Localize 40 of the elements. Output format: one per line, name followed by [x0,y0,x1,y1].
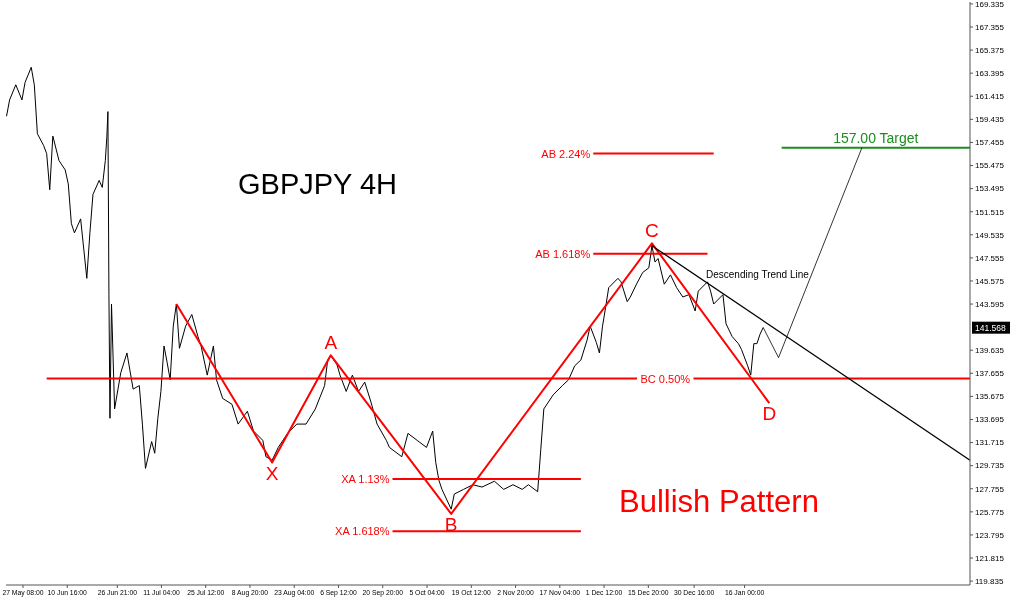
series-label: XA 1.618% [335,525,390,538]
y-tick-label: 133.695 [975,415,1005,425]
series-label: AB 1.618% [535,247,591,260]
y-tick-label: 155.475 [975,161,1005,171]
series-label: 157.00 Target [833,129,919,146]
annotation: Descending Trend Line [706,269,809,280]
series-label: AB 2.24% [541,147,591,160]
annotation: A [324,332,338,354]
y-tick-label: 131.715 [975,438,1005,448]
annotation: C [645,220,659,242]
y-tick-label: 137.655 [975,369,1005,379]
y-tick-label: 129.735 [975,461,1005,471]
series-label: BC 0.50% [640,372,691,385]
y-tick-label: 167.355 [975,22,1005,32]
y-tick-label: 147.555 [975,253,1005,263]
y-tick-label: 161.415 [975,92,1005,102]
y-tick-label: 159.435 [975,115,1005,125]
annotation: B [444,513,458,535]
y-tick-label: 139.635 [975,346,1005,356]
y-tick-label: 125.775 [975,507,1005,517]
annotation: D [762,403,777,425]
y-tick-label: 123.795 [975,530,1005,540]
y-tick-label: 149.535 [975,230,1005,240]
y-tick-label: 119.835 [975,576,1004,586]
y-tick-label: 153.495 [975,184,1005,194]
y-tick-label: 121.815 [975,553,1005,563]
y-tick-label: 127.755 [975,484,1005,494]
y-tick-label: 143.595 [975,299,1005,309]
annotation: Bullish Pattern [619,484,819,520]
y-tick-label: 151.515 [975,207,1005,217]
text: GBPJPY 4H [238,168,398,201]
y-tick-label: 169.335 [975,0,1005,9]
y-tick-label: 145.575 [975,276,1005,286]
y-tick-label: 163.395 [975,69,1005,79]
y-tick-label: 135.675 [975,392,1005,402]
series-label: XA 1.13% [341,472,390,485]
y-tick-label: 157.455 [975,138,1005,148]
text: 141.568 [975,323,1006,334]
y-tick-label: 165.375 [975,45,1005,55]
annotation: X [265,462,279,484]
